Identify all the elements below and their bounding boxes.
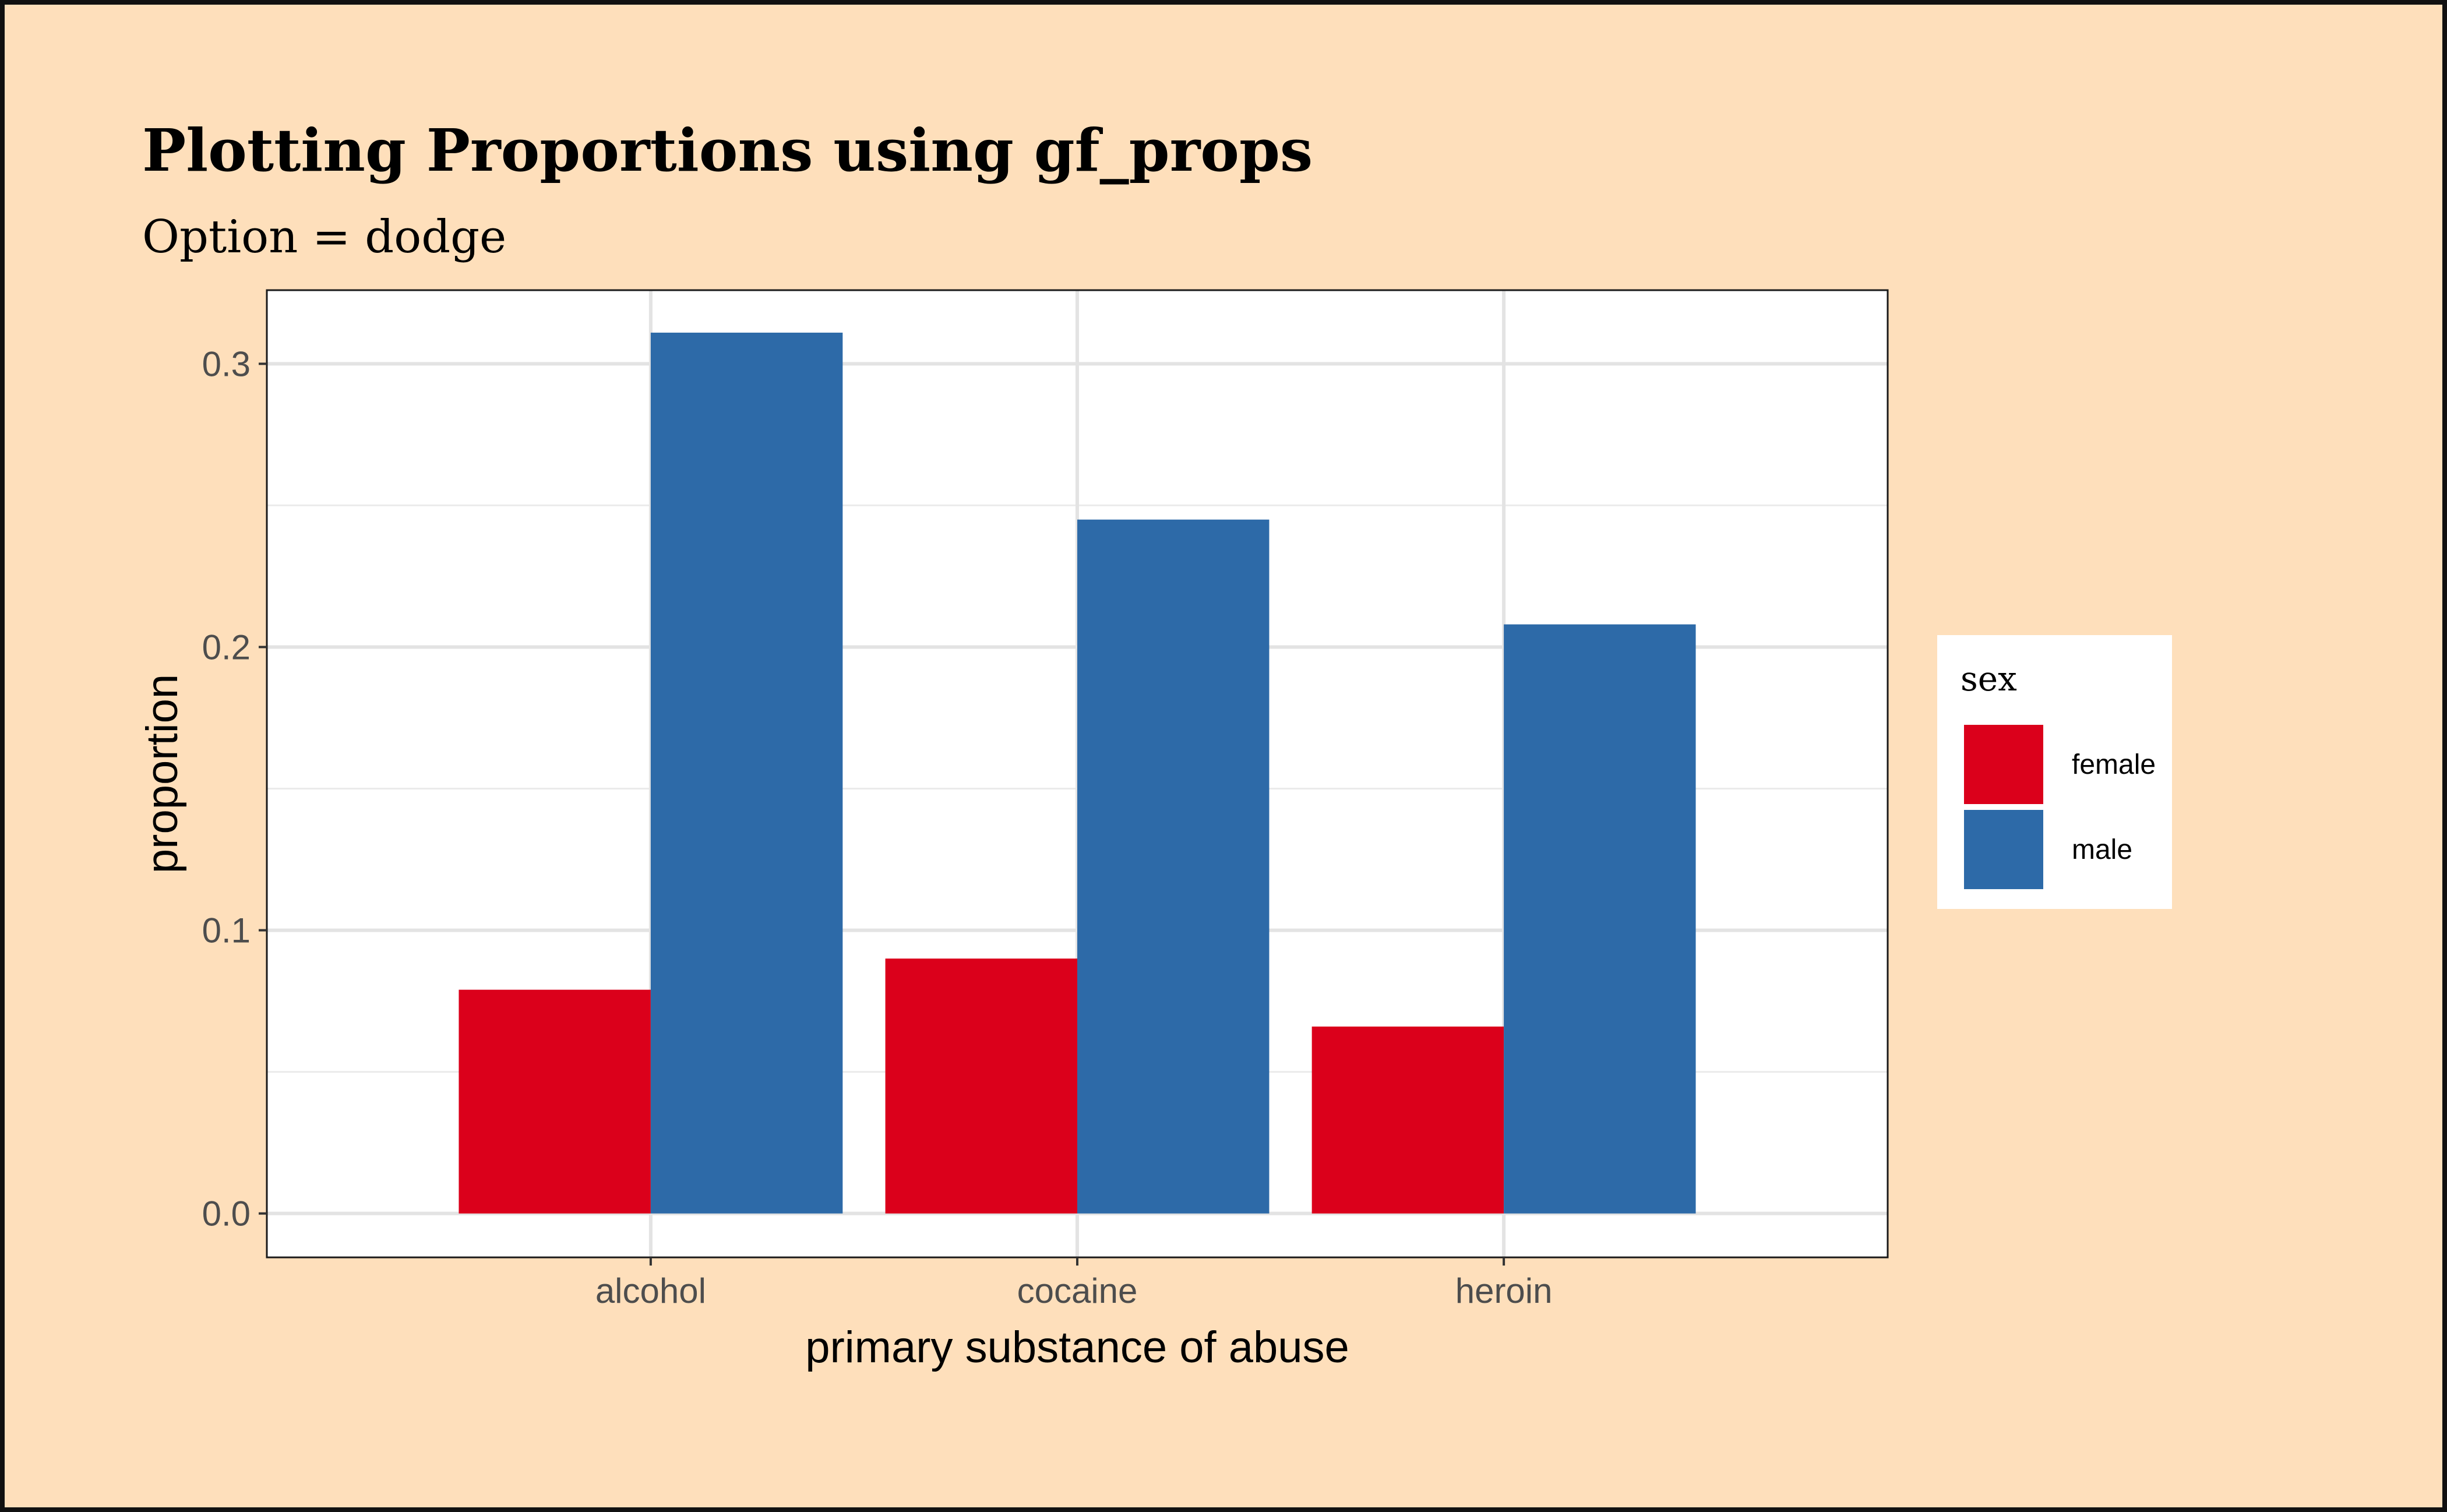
bars xyxy=(459,332,1696,1214)
y-tick-label: 0.3 xyxy=(202,344,251,383)
x-axis-title: primary substance of abuse xyxy=(805,1323,1349,1372)
bar-male-heroin xyxy=(1504,624,1696,1214)
y-tick-label: 0.1 xyxy=(202,911,251,950)
legend-items: female male xyxy=(1964,725,2156,889)
bar-male-cocaine xyxy=(1077,519,1270,1214)
y-tick-label: 0.2 xyxy=(202,628,251,667)
x-tick-label: cocaine xyxy=(1017,1271,1138,1310)
bar-female-cocaine xyxy=(885,958,1077,1214)
y-tick-label: 0.0 xyxy=(202,1194,251,1233)
x-tick-label: heroin xyxy=(1455,1271,1553,1310)
chart-title: Plotting Proportions using gf_props xyxy=(142,116,1313,185)
legend: sex female male xyxy=(1937,635,2172,909)
chart-subtitle: Option = dodge xyxy=(142,211,507,263)
legend-label-female: female xyxy=(2072,749,2156,780)
bar-female-heroin xyxy=(1311,1026,1504,1214)
legend-title: sex xyxy=(1961,659,2017,699)
bar-female-alcohol xyxy=(459,989,651,1214)
bar-chart: 0.0 0.1 0.2 0.3 alcohol cocaine heroin primary… xyxy=(137,289,2172,1372)
bar-male-alcohol xyxy=(650,332,843,1214)
legend-label-male: male xyxy=(2072,834,2132,865)
legend-key-male xyxy=(1964,810,2043,889)
axes: 0.0 0.1 0.2 0.3 alcohol cocaine heroin xyxy=(202,344,1553,1310)
legend-key-female xyxy=(1964,725,2043,804)
y-axis-title: proportion xyxy=(137,674,187,873)
x-tick-label: alcohol xyxy=(595,1271,706,1310)
